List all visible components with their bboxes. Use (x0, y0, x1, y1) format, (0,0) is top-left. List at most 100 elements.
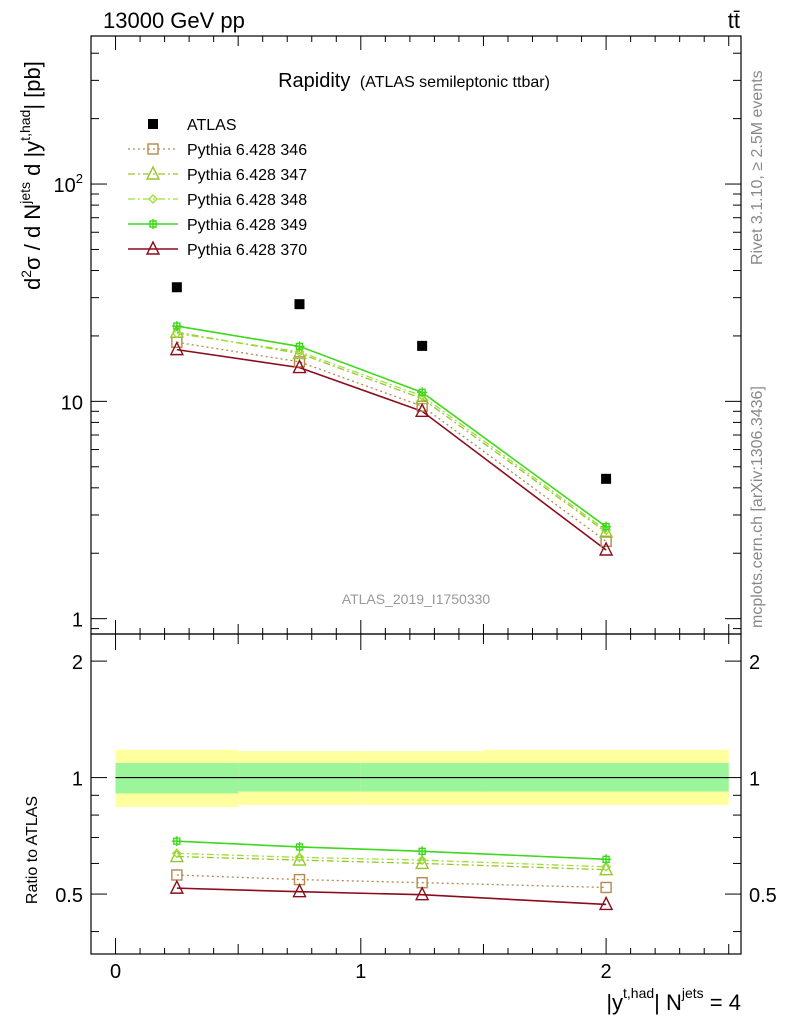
ratio-point-s370-3 (598, 895, 614, 911)
legend-marker-data (148, 119, 158, 129)
main-point-s346-1 (293, 356, 306, 368)
legend-label-s348: Pythia 6.428 348 (187, 192, 307, 209)
main-y-axis-label: d2σ / d Njets d |yt,had| [pb] (17, 61, 45, 290)
legend-label-data: ATLAS (187, 117, 237, 134)
ratio-point-s348-0 (171, 848, 182, 859)
main-point-data-3 (601, 473, 612, 484)
ratio-point-s349-3 (601, 854, 612, 865)
ratio-point-s349-2 (417, 846, 428, 857)
ratio-line-s370 (176, 887, 607, 906)
main-point-s349-1 (294, 341, 305, 352)
mcplots-label: mcplots.cern.ch [arXiv:1306.3436] (749, 386, 766, 628)
legend-marker-s370 (145, 240, 161, 255)
main-point-s370-0 (169, 341, 184, 356)
main-point-s346-2 (416, 400, 428, 412)
main-point-s349-3 (601, 521, 612, 532)
main-point-s370-3 (598, 541, 614, 556)
ratio-band-inner-0 (115, 763, 239, 794)
ratio-frame (90, 633, 742, 955)
main-point-s346-3 (600, 535, 612, 547)
ylabel-sigma: σ / d N (20, 204, 45, 270)
ratio-point-s348-2 (417, 855, 428, 866)
ratio-point-s347-2 (414, 854, 430, 870)
ratio-y-tick-label-left-2: 2 (72, 652, 83, 674)
xlabel-eq: = 4 (704, 990, 741, 1015)
ylabel-dy: d |y (20, 141, 45, 182)
legend-label-s370: Pythia 6.428 370 (187, 242, 307, 259)
ratio-point-s370-0 (169, 879, 184, 894)
xlabel-sup-jets: jets (681, 985, 704, 1001)
ratio-point-s348-1 (294, 852, 305, 863)
xlabel-n: | N (654, 990, 682, 1015)
x-tick-label-1: 1 (355, 961, 366, 983)
main-y-tick-labels: 1 10 102 (54, 171, 83, 632)
main-line-s349 (176, 325, 607, 528)
ratio-point-s347-0 (169, 847, 184, 863)
ratio-point-s370-2 (414, 886, 430, 901)
ratio-line-s347 (176, 855, 607, 871)
ratio-point-s348-3 (601, 861, 612, 872)
x-tick-label-0: 0 (110, 961, 121, 983)
plot-title-main: Rapidity (278, 70, 350, 92)
analysis-id: ATLAS_2019_I1750330 (342, 591, 491, 607)
ratio-panel: 0.5 0.5 1 1 2 2 0 1 2 (55, 633, 777, 983)
main-axis-ticks (90, 36, 741, 634)
ratio-y-tick-label-left-1: 1 (72, 769, 83, 791)
main-point-s348-0 (171, 328, 182, 339)
ratio-y-axis-label: Ratio to ATLAS (24, 796, 41, 904)
ratio-axis-ticks (90, 634, 741, 954)
legend: ATLAS Pythia 6.428 346 Pythia 6.428 347 Pyt… (128, 117, 307, 259)
main-point-data-0 (171, 282, 182, 293)
x-tick-label-2: 2 (601, 961, 612, 983)
x-tick-labels: 0 1 2 (110, 961, 612, 983)
ratio-point-s347-1 (292, 851, 307, 866)
plot-title: Rapidity (ATLAS semileptonic ttbar) (278, 70, 550, 92)
ratio-line-s346 (176, 874, 607, 889)
ratio-y-tick-labels: 0.5 0.5 1 1 2 2 (55, 652, 777, 907)
legend-marker-s346 (147, 143, 159, 155)
ratio-y-tick-label-right-0: 0.5 (749, 885, 777, 907)
plot-title-sub: (ATLAS semileptonic ttbar) (360, 74, 550, 91)
ylabel-d: d (20, 278, 45, 290)
ylabel-unit: | [pb] (20, 61, 45, 110)
rivet-version-label: Rivet 3.1.10, ≥ 2.5M events (749, 70, 766, 265)
main-y-tick-label-2: 102 (54, 171, 83, 197)
main-point-data-2 (417, 340, 428, 351)
main-point-s370-1 (292, 359, 307, 374)
main-line-s348 (176, 332, 607, 531)
main-y-tick-label-1: 10 (61, 392, 83, 414)
main-point-s349-2 (417, 387, 428, 398)
ylabel-sup-2: 2 (18, 270, 34, 278)
ratio-point-s370-1 (292, 883, 307, 898)
legend-marker-s349 (148, 219, 158, 229)
ratio-point-s346-3 (600, 881, 612, 894)
xlabel-y: |y (606, 990, 623, 1015)
ratio-line-s349 (176, 840, 607, 861)
main-line-s346 (176, 341, 607, 542)
xlabel-sup-thad: t,had (623, 985, 654, 1001)
legend-label-s347: Pythia 6.428 347 (187, 167, 307, 184)
ratio-y-tick-label-left-0: 0.5 (55, 885, 83, 907)
main-point-s370-2 (414, 402, 430, 417)
ratio-point-s347-3 (598, 861, 614, 876)
legend-marker-s347 (145, 165, 161, 180)
ratio-series-lines (176, 840, 607, 906)
ratio-line-s348 (176, 852, 607, 868)
ylabel-sup-jets: jets (17, 182, 33, 205)
legend-label-s346: Pythia 6.428 346 (187, 142, 307, 159)
main-series-lines (176, 325, 607, 551)
main-point-data-1 (294, 299, 305, 310)
ylabel-sup-thad: t,had (17, 110, 33, 141)
main-line-s370 (176, 348, 607, 551)
header-left: 13000 GeV pp (103, 8, 245, 33)
main-series-markers (169, 282, 614, 556)
ratio-y-tick-label-right-2: 2 (749, 652, 760, 674)
ratio-point-s349-1 (294, 841, 305, 852)
ratio-uncertainty-bands (115, 749, 729, 807)
legend-label-s349: Pythia 6.428 349 (187, 217, 307, 234)
x-axis-label: |yt,had| Njets = 4 (606, 985, 741, 1015)
main-point-s348-1 (294, 346, 305, 357)
main-panel: 1 10 102 Rapidity (ATLAS semileptonic ttba… (54, 35, 742, 635)
ratio-point-s349-0 (171, 836, 182, 847)
